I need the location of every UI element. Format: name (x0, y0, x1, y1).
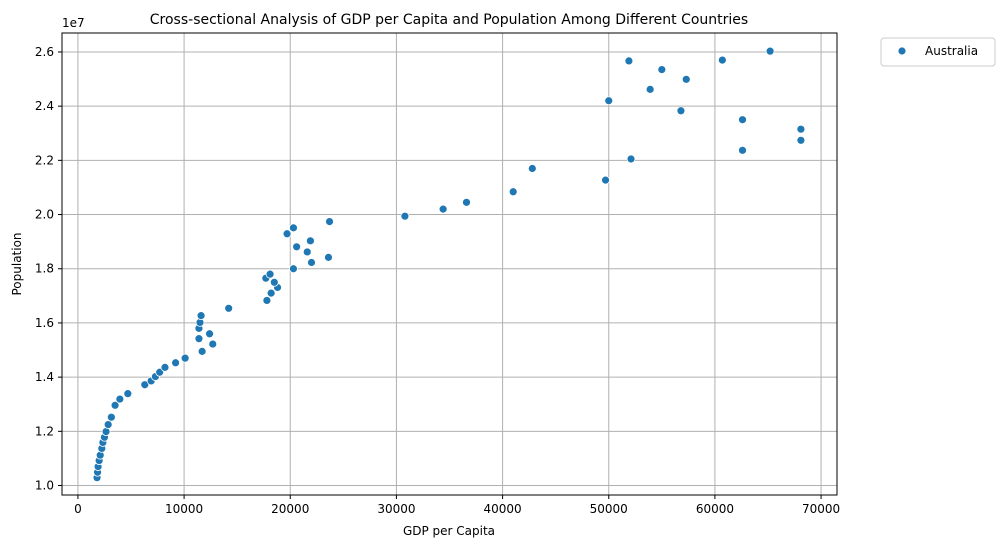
x-tick-label: 10000 (165, 502, 203, 516)
data-point (681, 74, 691, 84)
y-axis-offset-label: 1e7 (62, 16, 85, 30)
data-point (738, 115, 747, 125)
data-point (717, 55, 727, 65)
data-point (269, 277, 279, 287)
data-point (324, 252, 333, 262)
x-ticks: 0 10000 20000 30000 40000 50000 60000 70000 (74, 495, 840, 516)
plot-frame (61, 32, 838, 496)
data-point (224, 303, 234, 313)
legend: Australia (880, 37, 996, 67)
data-point (527, 164, 537, 173)
data-point (765, 46, 775, 56)
data-point (657, 65, 667, 74)
data-point (196, 311, 206, 321)
data-point (171, 358, 180, 368)
data-point (462, 197, 471, 207)
y-tick-label: 1.6 (35, 316, 54, 330)
data-point (796, 124, 806, 134)
x-tick-label: 70000 (802, 502, 840, 516)
data-point (624, 56, 634, 66)
data-point (676, 106, 686, 116)
data-point (160, 362, 170, 372)
data-point (194, 334, 204, 344)
data-point (601, 175, 610, 185)
data-points (92, 46, 806, 483)
data-point (438, 204, 448, 214)
y-axis-label: Population (10, 232, 24, 295)
data-point (508, 187, 518, 197)
data-point (289, 223, 298, 233)
data-point (103, 420, 113, 429)
data-point (302, 247, 312, 257)
legend-frame (880, 37, 996, 67)
x-axis-label: GDP per Capita (403, 524, 495, 538)
data-point (796, 135, 806, 145)
y-tick-label: 2.4 (35, 99, 54, 113)
x-tick-label: 40000 (483, 502, 521, 516)
x-tick-label: 50000 (590, 502, 628, 516)
legend-label: Australia (925, 44, 978, 58)
data-point (282, 229, 292, 239)
data-point (140, 380, 150, 390)
y-tick-label: 2.6 (35, 45, 54, 59)
data-point (738, 145, 747, 155)
data-point (266, 288, 276, 298)
data-point (205, 329, 214, 339)
data-point (115, 394, 125, 404)
legend-marker (897, 46, 907, 56)
y-tick-label: 2.2 (35, 153, 54, 167)
data-point (123, 389, 133, 399)
x-tick-label: 0 (74, 502, 82, 516)
data-point (626, 154, 636, 164)
chart-title: Cross-sectional Analysis of GDP per Capi… (150, 12, 748, 28)
data-point (208, 339, 218, 349)
data-point (645, 84, 655, 94)
y-tick-label: 1.2 (35, 424, 54, 438)
y-tick-label: 1.8 (35, 262, 54, 276)
x-tick-label: 60000 (696, 502, 734, 516)
data-point (180, 353, 190, 363)
y-tick-label: 1.4 (35, 370, 54, 384)
data-point (325, 217, 334, 226)
x-tick-label: 30000 (377, 502, 415, 516)
data-point (106, 412, 116, 422)
data-point (110, 400, 120, 410)
x-tick-label: 20000 (271, 502, 309, 516)
data-point (262, 296, 272, 305)
data-point (289, 264, 298, 274)
data-point (306, 236, 315, 246)
data-point (400, 211, 410, 221)
grid (62, 33, 837, 495)
data-point (197, 346, 207, 356)
y-tick-label: 1.0 (35, 479, 54, 493)
y-ticks: 1.0 1.2 1.4 1.6 1.8 2.0 2.2 2.4 2.6 (35, 45, 62, 493)
data-point (292, 242, 302, 252)
data-point (307, 258, 316, 267)
data-point (604, 96, 614, 106)
y-tick-label: 2.0 (35, 208, 54, 222)
data-point (265, 269, 275, 279)
